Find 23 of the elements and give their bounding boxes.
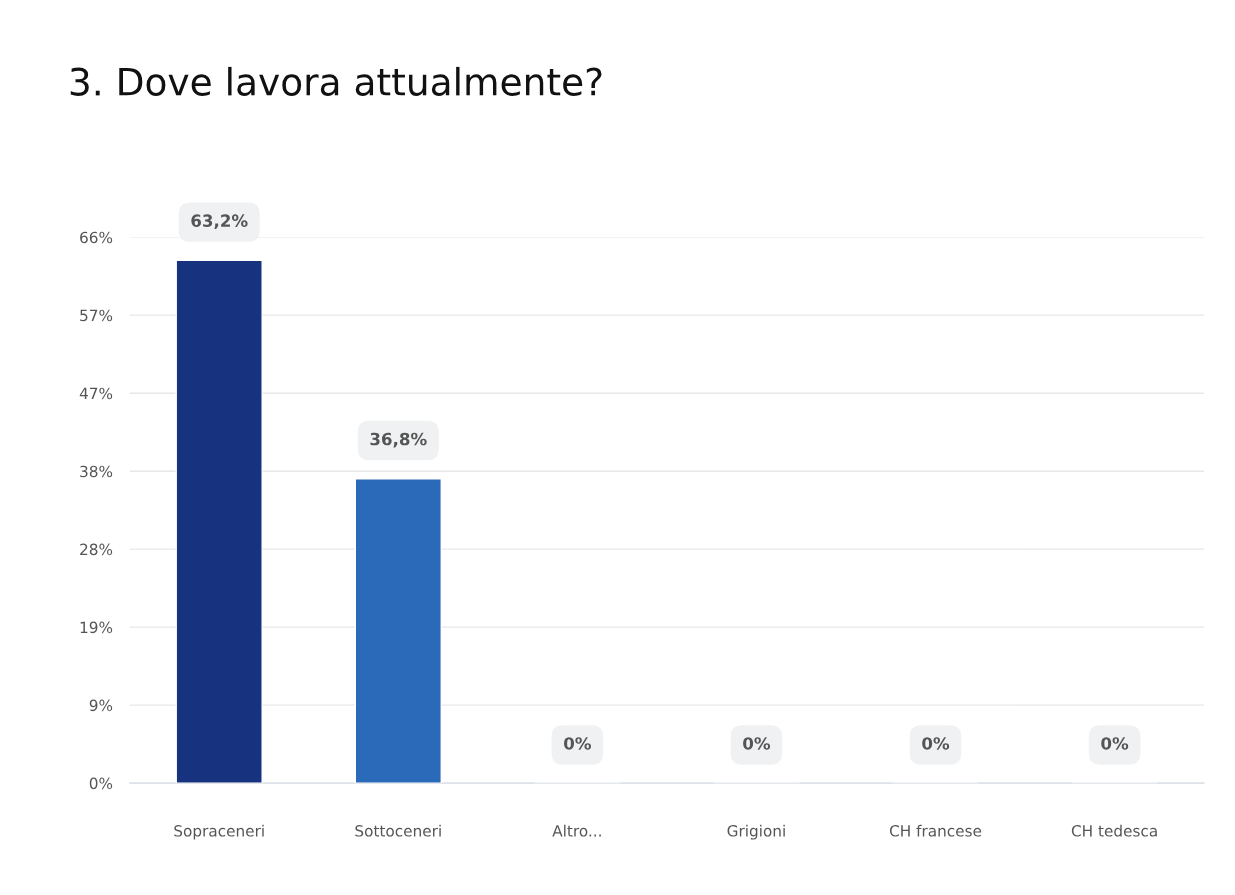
data-label: 0% bbox=[564, 737, 591, 750]
x-tick-label: Altro... bbox=[552, 824, 601, 837]
data-label: 0% bbox=[743, 737, 771, 750]
x-tick-label: CH tedesca bbox=[1071, 824, 1157, 837]
y-tick-label: 38% bbox=[80, 465, 113, 478]
y-tick-label: 28% bbox=[80, 543, 113, 556]
bar bbox=[354, 478, 442, 784]
y-tick-label: 0% bbox=[89, 777, 113, 790]
y-tick-label: 47% bbox=[79, 387, 113, 400]
data-label: 0% bbox=[1101, 737, 1129, 750]
y-tick-label: 57% bbox=[80, 309, 113, 322]
x-tick-label: CH francese bbox=[889, 824, 982, 837]
x-tick-label: Sottoceneri bbox=[355, 824, 441, 837]
x-tick-label: Sopraceneri bbox=[174, 824, 264, 840]
y-tick-label: 9% bbox=[89, 699, 113, 712]
data-label: 36,8% bbox=[370, 432, 427, 448]
bar bbox=[175, 259, 263, 784]
data-label: 0% bbox=[922, 737, 950, 750]
y-tick-label: 66% bbox=[80, 231, 113, 244]
y-tick-label: 19% bbox=[80, 621, 113, 634]
x-tick-label: Grigioni bbox=[727, 824, 785, 840]
data-label: 63,2% bbox=[191, 214, 248, 230]
chart-title: 3. Dove lavora attualmente? bbox=[70, 66, 602, 96]
